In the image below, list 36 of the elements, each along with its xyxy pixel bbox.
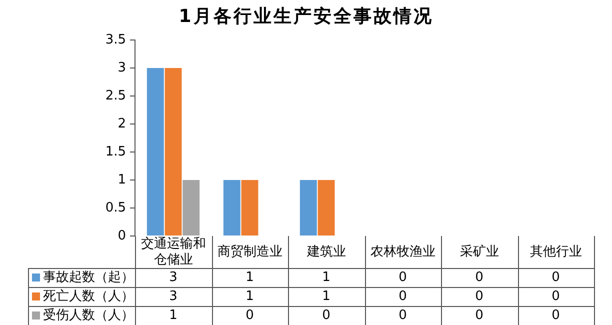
legend-label: 受伤人数（人） [43, 308, 134, 323]
data-label: 0 [475, 308, 484, 323]
data-label: 0 [398, 288, 407, 304]
data-label: 1 [322, 270, 330, 285]
data-label: 0 [552, 308, 560, 323]
y-tick-label: 0.5 [105, 200, 126, 216]
chart-title: 1月各行业生产安全事故情况 [178, 5, 434, 28]
x-tick-label: 商贸制造业 [217, 244, 282, 260]
data-label: 0 [552, 288, 560, 304]
data-label: 0 [475, 270, 484, 285]
data-label: 1 [169, 308, 178, 323]
data-label: 3 [169, 270, 178, 285]
data-label: 1 [322, 288, 330, 304]
legend-label: 事故起数（起） [43, 270, 134, 285]
data-label: 0 [475, 288, 484, 304]
x-tick-label: 交通运输和仓储业 [140, 235, 206, 268]
y-tick-label: 1 [118, 172, 126, 188]
data-label: 1 [246, 288, 254, 304]
x-tick-label: 采矿业 [460, 244, 499, 260]
data-label: 0 [552, 270, 560, 285]
data-label: 0 [322, 308, 330, 323]
y-tick-label: 0 [118, 228, 126, 244]
y-tick-label: 3 [118, 60, 126, 76]
y-tick-label: 2.5 [105, 88, 126, 104]
x-tick-label: 建筑业 [306, 244, 346, 260]
data-label: 0 [398, 308, 407, 323]
data-label: 0 [398, 270, 407, 285]
legend-label: 死亡人数（人） [43, 288, 134, 304]
x-tick-label: 农林牧渔业 [370, 244, 436, 260]
y-tick-label: 3.5 [105, 32, 126, 48]
x-tick-label: 其他行业 [530, 244, 582, 260]
data-label: 3 [169, 288, 178, 304]
data-label: 0 [246, 308, 254, 323]
y-tick-label: 2 [118, 116, 126, 132]
data-label: 1 [246, 270, 254, 285]
y-tick-label: 1.5 [105, 144, 126, 160]
